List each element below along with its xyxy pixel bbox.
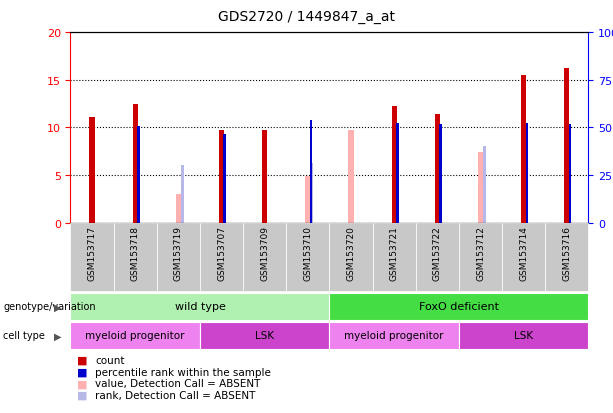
Bar xyxy=(525,123,528,223)
Text: GSM153719: GSM153719 xyxy=(174,226,183,280)
Bar xyxy=(137,127,140,223)
Bar xyxy=(459,322,588,349)
Bar xyxy=(243,223,286,291)
Text: ■: ■ xyxy=(77,378,87,388)
Text: GSM153722: GSM153722 xyxy=(433,226,442,280)
Text: wild type: wild type xyxy=(175,301,226,312)
Bar xyxy=(396,123,398,223)
Text: ■: ■ xyxy=(77,390,87,400)
Text: percentile rank within the sample: percentile rank within the sample xyxy=(95,367,271,377)
Text: count: count xyxy=(95,355,124,365)
Bar xyxy=(132,104,138,223)
Text: ▶: ▶ xyxy=(54,301,61,312)
Bar xyxy=(113,223,157,291)
Text: ■: ■ xyxy=(77,367,87,377)
Text: GDS2720 / 1449847_a_at: GDS2720 / 1449847_a_at xyxy=(218,10,395,24)
Bar xyxy=(439,125,442,223)
Bar xyxy=(200,223,243,291)
Text: GSM153718: GSM153718 xyxy=(131,226,140,280)
Bar xyxy=(286,223,330,291)
Bar xyxy=(478,153,483,223)
Text: GSM153721: GSM153721 xyxy=(390,226,398,280)
Bar xyxy=(348,131,354,223)
Text: ▶: ▶ xyxy=(54,330,61,341)
Bar xyxy=(181,166,183,223)
Bar xyxy=(223,135,226,223)
Text: genotype/variation: genotype/variation xyxy=(3,301,96,312)
Bar xyxy=(459,223,502,291)
Text: GSM153710: GSM153710 xyxy=(303,226,313,280)
Text: value, Detection Call = ABSENT: value, Detection Call = ABSENT xyxy=(95,378,261,388)
Bar xyxy=(311,163,313,223)
Bar xyxy=(569,124,571,223)
Bar xyxy=(502,223,546,291)
Bar xyxy=(89,118,94,223)
Text: LSK: LSK xyxy=(514,330,533,341)
Text: cell type: cell type xyxy=(3,330,45,341)
Text: FoxO deficient: FoxO deficient xyxy=(419,301,499,312)
Bar xyxy=(70,223,113,291)
Bar xyxy=(219,131,224,223)
Text: GSM153714: GSM153714 xyxy=(519,226,528,280)
Bar xyxy=(546,223,588,291)
Bar xyxy=(330,223,373,291)
Text: GSM153709: GSM153709 xyxy=(261,226,269,280)
Text: GSM153712: GSM153712 xyxy=(476,226,485,280)
Bar xyxy=(483,147,485,223)
Text: GSM153717: GSM153717 xyxy=(88,226,97,280)
Bar xyxy=(392,107,397,223)
Bar xyxy=(310,121,312,223)
Bar xyxy=(416,223,459,291)
Bar xyxy=(330,322,459,349)
Bar xyxy=(200,322,330,349)
Text: GSM153707: GSM153707 xyxy=(217,226,226,280)
Bar xyxy=(373,223,416,291)
Text: LSK: LSK xyxy=(255,330,274,341)
Bar xyxy=(435,115,440,223)
Text: myeloid progenitor: myeloid progenitor xyxy=(345,330,444,341)
Text: GSM153716: GSM153716 xyxy=(562,226,571,280)
Bar xyxy=(565,69,569,223)
Bar xyxy=(330,293,588,320)
Bar xyxy=(70,322,200,349)
Bar xyxy=(521,76,527,223)
Bar xyxy=(305,176,311,223)
Bar xyxy=(70,293,330,320)
Text: ■: ■ xyxy=(77,355,87,365)
Bar xyxy=(262,131,267,223)
Text: myeloid progenitor: myeloid progenitor xyxy=(85,330,185,341)
Bar xyxy=(157,223,200,291)
Text: GSM153720: GSM153720 xyxy=(346,226,356,280)
Bar xyxy=(176,195,181,223)
Text: rank, Detection Call = ABSENT: rank, Detection Call = ABSENT xyxy=(95,390,256,400)
